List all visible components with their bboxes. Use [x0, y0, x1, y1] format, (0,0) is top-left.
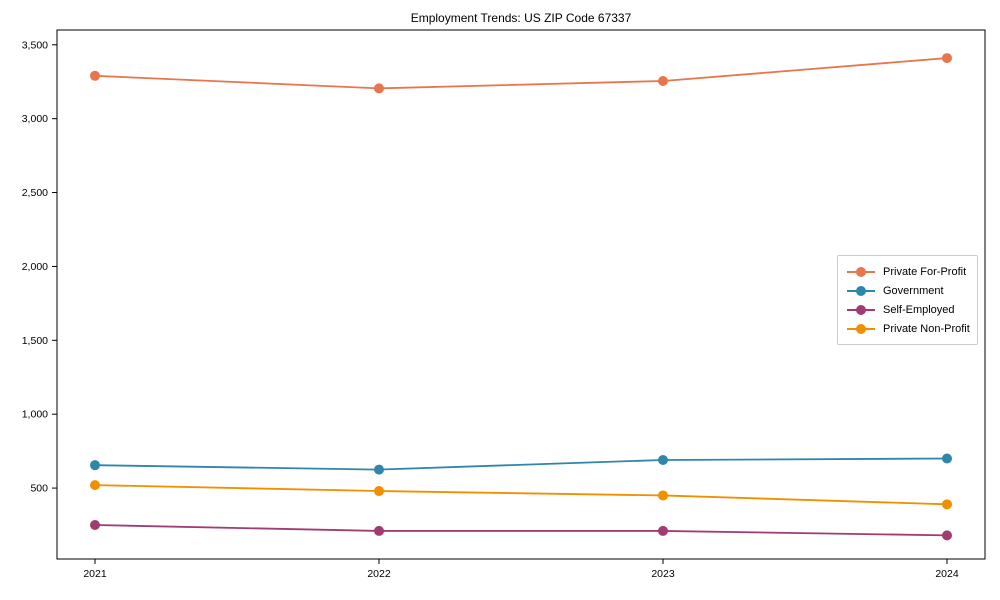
data-point [942, 499, 952, 510]
x-tick-label: 2024 [935, 568, 959, 580]
series-line [94, 484, 948, 506]
legend-item: Government [846, 281, 969, 300]
data-point [658, 490, 668, 501]
data-point [90, 460, 100, 471]
legend-line-marker-icon [847, 323, 875, 334]
y-tick-label: 2,500 [22, 187, 48, 199]
data-point [942, 53, 952, 64]
legend-line-marker-icon [847, 285, 875, 296]
series-line [94, 57, 948, 90]
data-point [374, 486, 384, 497]
y-tick-label: 1,000 [22, 409, 48, 421]
data-point [942, 453, 952, 464]
series-line [94, 457, 948, 471]
legend-line-marker-icon [847, 266, 875, 277]
data-point [90, 520, 100, 531]
x-tick-label: 2022 [367, 568, 391, 580]
legend-label: Government [883, 284, 944, 297]
legend-item: Self-Employed [846, 300, 969, 319]
data-point [90, 480, 100, 491]
data-point [658, 75, 668, 86]
legend-item: Private For-Profit [846, 262, 969, 281]
legend-label: Private For-Profit [883, 265, 967, 278]
legend-line-marker-icon [847, 304, 875, 315]
legend-label: Self-Employed [883, 303, 955, 316]
legend: Private For-Profit Government Self-Employe… [837, 255, 978, 345]
chart-title: Employment Trends: US ZIP Code 67337 [410, 11, 632, 25]
series-line [94, 524, 948, 537]
y-tick-label: 2,000 [22, 261, 48, 273]
y-tick-label: 500 [30, 483, 48, 495]
legend-item: Private Non-Profit [846, 319, 970, 338]
data-point [658, 454, 668, 465]
data-point [374, 83, 384, 94]
data-point [658, 525, 668, 536]
data-point [942, 530, 952, 541]
x-tick-label: 2023 [651, 568, 675, 580]
axes-spines [56, 29, 986, 560]
data-point [374, 464, 384, 475]
data-point [90, 70, 100, 81]
legend-label: Private Non-Profit [883, 322, 970, 335]
x-tick-label: 2021 [83, 568, 107, 580]
y-tick-label: 3,000 [22, 113, 48, 125]
data-point [374, 525, 384, 536]
y-tick-label: 3,500 [22, 39, 48, 51]
y-tick-label: 1,500 [22, 335, 48, 347]
